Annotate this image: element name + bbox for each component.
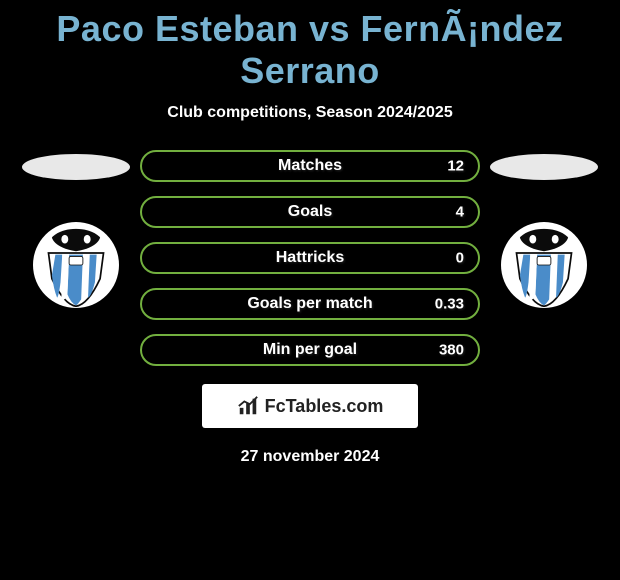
right-club-crest	[501, 222, 587, 308]
stat-label: Hattricks	[276, 249, 344, 267]
footer-date: 27 november 2024	[241, 448, 380, 466]
left-club-crest	[33, 222, 119, 308]
footer-brand-badge: FcTables.com	[202, 384, 418, 428]
stat-label: Goals per match	[247, 295, 372, 313]
stat-value: 4	[456, 204, 464, 221]
stat-value: 380	[439, 342, 464, 359]
stat-bar-goals-per-match: Goals per match 0.33	[140, 288, 480, 320]
right-player-col	[484, 150, 604, 308]
bar-chart-icon	[237, 395, 259, 417]
stats-column: Matches 12 Goals 4 Hattricks 0 Goals per…	[136, 150, 484, 366]
main-row: Matches 12 Goals 4 Hattricks 0 Goals per…	[0, 150, 620, 366]
stat-bar-matches: Matches 12	[140, 150, 480, 182]
crest-icon	[501, 222, 587, 308]
stat-value: 0	[456, 250, 464, 267]
infographic-root: Paco Esteban vs FernÃ¡ndez Serrano Club …	[0, 0, 620, 466]
right-player-photo-placeholder	[490, 154, 598, 180]
stat-bar-goals: Goals 4	[140, 196, 480, 228]
stat-value: 12	[447, 158, 464, 175]
stat-bar-min-per-goal: Min per goal 380	[140, 334, 480, 366]
stat-bar-hattricks: Hattricks 0	[140, 242, 480, 274]
stat-label: Goals	[288, 203, 332, 221]
left-player-photo-placeholder	[22, 154, 130, 180]
season-subtitle: Club competitions, Season 2024/2025	[167, 104, 452, 122]
stat-label: Min per goal	[263, 341, 357, 359]
footer-brand-text: FcTables.com	[265, 396, 384, 417]
page-title: Paco Esteban vs FernÃ¡ndez Serrano	[0, 8, 620, 92]
left-player-col	[16, 150, 136, 308]
stat-label: Matches	[278, 157, 342, 175]
crest-icon	[33, 222, 119, 308]
stat-value: 0.33	[435, 296, 464, 313]
